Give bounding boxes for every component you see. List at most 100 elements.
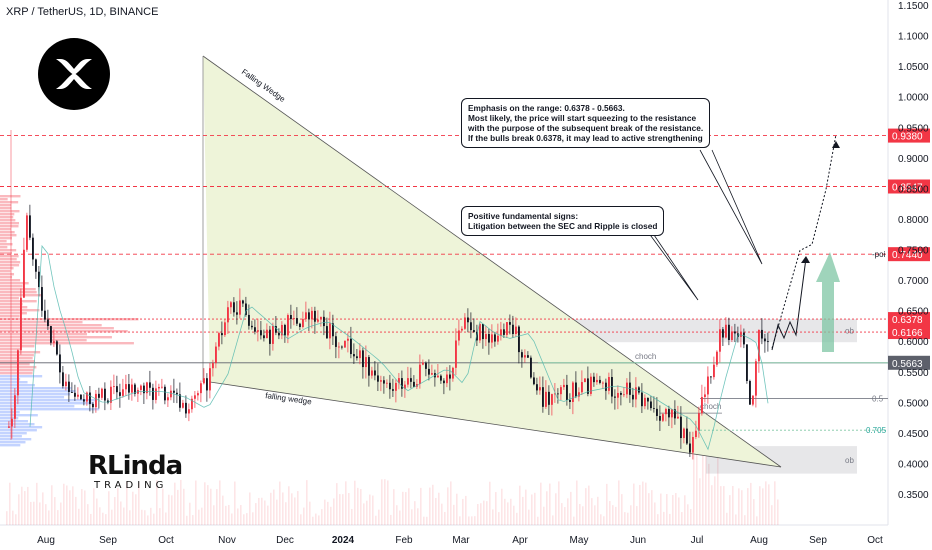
candle-body [641, 392, 643, 407]
volume-bar [6, 511, 8, 525]
price-tick-label: 0.4500 [898, 429, 929, 440]
volume-bar [261, 497, 263, 525]
candle-body [230, 302, 232, 308]
candle-body [101, 388, 103, 398]
candle [752, 395, 754, 407]
candle [53, 329, 55, 347]
price-tick-label: 0.6000 [898, 337, 929, 348]
candle-body [491, 334, 493, 343]
candle-body [488, 333, 490, 343]
volume-bar [36, 482, 38, 525]
volume-bar [459, 516, 461, 525]
volume-profile-bar [0, 357, 33, 360]
volume-bar [285, 502, 287, 525]
brand-watermark: RLinda TRADING [88, 452, 183, 492]
candle-body [164, 386, 166, 401]
volume-profile-bar [0, 354, 34, 357]
candle [548, 385, 550, 415]
candle-body [125, 384, 127, 390]
xrp-logo-icon [38, 38, 110, 110]
volume-bar [168, 494, 170, 525]
candle [653, 396, 655, 413]
candle [479, 322, 481, 344]
volume-bar [552, 515, 554, 525]
candle [386, 379, 388, 389]
candle-body [596, 379, 598, 383]
candle [491, 324, 493, 349]
volume-profile-bar [0, 339, 87, 342]
candle [557, 388, 559, 404]
candle [116, 375, 118, 400]
volume-bar [66, 485, 68, 525]
candle [68, 374, 70, 403]
bullish-arrow-icon [816, 252, 840, 352]
candle [686, 416, 688, 445]
volume-bar [573, 516, 575, 525]
fundamental-callout-line: Litigation between the SEC and Ripple is… [468, 221, 658, 231]
volume-profile-bar [0, 279, 21, 282]
candle [515, 317, 517, 337]
candle-body [365, 357, 367, 368]
volume-profile-bar [0, 333, 88, 336]
candle-body [212, 363, 214, 369]
candle-body [296, 318, 298, 324]
volume-bar [240, 505, 242, 525]
fib-level-label: 0.705 [866, 426, 887, 435]
candle [299, 322, 301, 331]
volume-bar [699, 478, 701, 525]
candle [335, 331, 337, 359]
volume-bar [609, 501, 611, 525]
volume-profile-bar [0, 246, 8, 249]
candle-body [623, 394, 625, 396]
candle [467, 308, 469, 333]
volume-bar [576, 480, 578, 525]
candle [596, 373, 598, 385]
candle-body [206, 378, 208, 391]
candle-body [317, 319, 319, 322]
candle-body [422, 362, 424, 365]
symbol-title: XRP / TetherUS, 1D, BINANCE [6, 6, 159, 18]
volume-bar [441, 503, 443, 525]
candle [176, 388, 178, 404]
price-tick-label: 0.8500 [898, 184, 929, 195]
volume-profile-bar [0, 369, 34, 372]
candle [239, 288, 241, 319]
candle [398, 372, 400, 390]
candle-body [29, 215, 31, 238]
candle-body [467, 317, 469, 323]
volume-profile-bar [0, 426, 43, 429]
volume-bar [90, 513, 92, 525]
candle-body [419, 364, 421, 384]
candle [359, 343, 361, 365]
volume-profile-bar [0, 207, 12, 210]
order-block-label: ob [845, 456, 854, 465]
volume-bar [333, 498, 335, 525]
candle-body [299, 323, 301, 328]
candle-body [32, 237, 34, 260]
volume-bar [771, 505, 773, 525]
volume-bar [156, 480, 158, 525]
candle [293, 310, 295, 326]
volume-bar [726, 512, 728, 525]
candle [650, 395, 652, 411]
volume-bar [411, 509, 413, 525]
volume-bar [498, 512, 500, 525]
candle-body [338, 346, 340, 348]
candle [674, 400, 676, 425]
volume-bar [489, 481, 491, 525]
candle-body [590, 376, 592, 394]
candle [224, 318, 226, 337]
volume-profile-bar [0, 408, 100, 411]
candle [269, 325, 271, 356]
price-level-value: 0.7440 [892, 250, 923, 261]
volume-bar [48, 510, 50, 525]
projection-solid-path [771, 257, 807, 351]
volume-bar [669, 513, 671, 525]
price-tick-label: 0.7500 [898, 246, 929, 257]
candle-body [389, 382, 391, 390]
candle [62, 365, 64, 389]
volume-profile-bar [0, 324, 102, 327]
moving-average-line [29, 244, 769, 451]
volume-bar [462, 498, 464, 525]
